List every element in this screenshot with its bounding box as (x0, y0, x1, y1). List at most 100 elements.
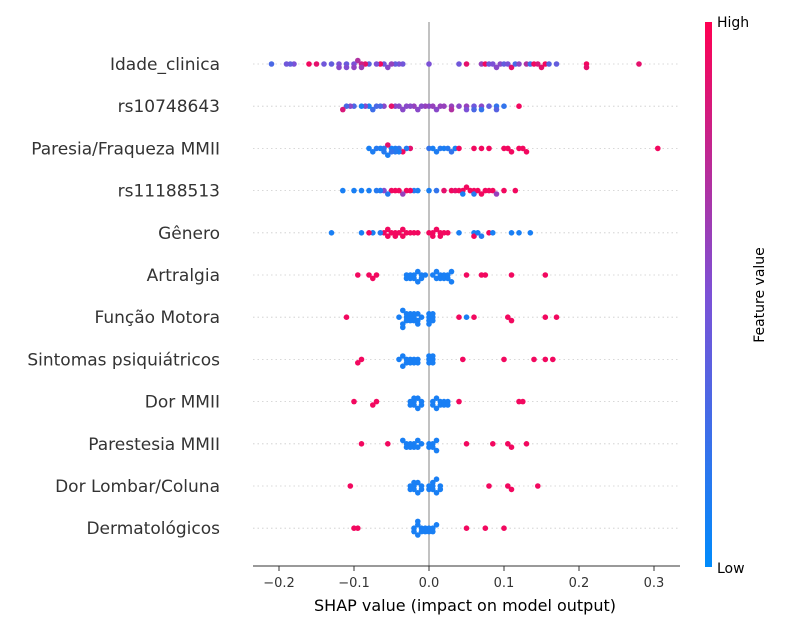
shap-point (456, 230, 462, 236)
shap-point (508, 444, 515, 451)
shap-point (418, 486, 425, 493)
shap-point (415, 518, 421, 525)
shap-point (448, 106, 455, 113)
shap-point (516, 61, 522, 67)
shap-point (373, 103, 380, 109)
shap-point (377, 230, 384, 236)
shap-point (340, 106, 346, 113)
shap-point (512, 187, 519, 194)
shap-point (527, 230, 534, 236)
feature-label: Parestesia MMII (88, 435, 220, 455)
shap-point (366, 145, 372, 152)
shap-point (418, 402, 425, 408)
shap-point (433, 226, 440, 233)
shap-point (403, 360, 410, 366)
shap-point (347, 483, 354, 489)
shap-point (437, 486, 444, 493)
shap-point (505, 483, 511, 489)
shap-point (313, 61, 320, 67)
shap-point (463, 272, 470, 278)
shap-point (366, 187, 372, 194)
shap-point (407, 486, 414, 493)
shap-point (426, 321, 432, 327)
shap-point (411, 395, 417, 402)
shap-point (430, 103, 436, 109)
colorbar-high-label: High (717, 15, 749, 31)
shap-point (456, 103, 462, 109)
shap-point (343, 314, 350, 321)
shap-point (403, 444, 410, 451)
shap-point (501, 187, 507, 194)
shap-point (396, 356, 402, 363)
shap-point (411, 479, 417, 486)
shap-point (358, 187, 365, 194)
shap-point (388, 230, 395, 236)
shap-point (463, 184, 470, 190)
shap-point (430, 444, 436, 451)
shap-point (478, 106, 485, 113)
shap-point (415, 106, 421, 113)
shap-point (463, 525, 470, 531)
shap-point (441, 187, 447, 194)
shap-point (403, 145, 410, 152)
shap-point (385, 441, 391, 447)
shap-point (430, 311, 436, 317)
shap-point (430, 479, 436, 486)
shap-point (445, 145, 451, 152)
x-tick-label: −0.1 (338, 576, 370, 591)
shap-point (392, 233, 399, 239)
shap-point (403, 187, 410, 194)
shap-point (415, 268, 421, 275)
shap-point (505, 145, 511, 152)
shap-point (385, 233, 391, 239)
shap-point (433, 522, 440, 528)
shap-point (433, 106, 440, 113)
shap-point (516, 103, 522, 109)
shap-point (385, 226, 391, 233)
shap-point (418, 441, 425, 447)
shap-point (478, 145, 485, 152)
feature-rows: Idade_clinica rs10748643 Paresia/Fraqueza … (27, 55, 680, 539)
shap-point (388, 103, 395, 109)
shap-point (538, 64, 545, 71)
shap-point (415, 532, 421, 538)
shap-point (433, 149, 440, 155)
shap-point (478, 233, 485, 239)
shap-point (471, 191, 477, 197)
shap-point (445, 275, 451, 282)
shap-point (433, 447, 440, 454)
shap-point (351, 398, 357, 405)
shap-point (396, 314, 402, 321)
x-tick-label: 0.0 (419, 576, 440, 591)
shap-point (370, 275, 376, 282)
shap-point (400, 233, 406, 239)
colorbar-low-label: Low (717, 561, 745, 577)
shap-point (373, 398, 380, 405)
shap-point (516, 230, 522, 236)
shap-point (508, 230, 515, 236)
shap-point (411, 528, 417, 535)
shap-point (535, 483, 541, 489)
shap-point (426, 61, 432, 67)
shap-point (523, 441, 530, 447)
shap-point (508, 486, 515, 493)
x-tick-label: −0.2 (263, 576, 295, 591)
x-ticks: −0.2 −0.1 0.0 0.1 0.2 0.3 (263, 566, 664, 591)
shap-point (535, 61, 541, 67)
shap-point (400, 437, 406, 444)
shap-point (381, 149, 387, 155)
feature-label: Dermatológicos (86, 519, 220, 539)
shap-point (490, 61, 496, 67)
shap-point (486, 103, 492, 109)
shap-point (415, 437, 421, 444)
shap-point (358, 103, 365, 109)
shap-point (385, 64, 391, 71)
shap-point (403, 230, 410, 236)
shap-point (505, 61, 511, 67)
shap-point (448, 149, 455, 155)
shap-point (523, 149, 530, 155)
shap-point (358, 441, 365, 447)
shap-point (373, 61, 380, 67)
shap-point (520, 398, 526, 405)
